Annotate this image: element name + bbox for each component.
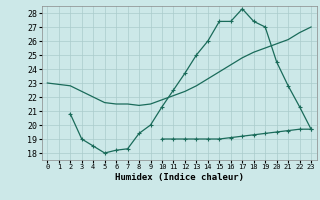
X-axis label: Humidex (Indice chaleur): Humidex (Indice chaleur) [115,173,244,182]
